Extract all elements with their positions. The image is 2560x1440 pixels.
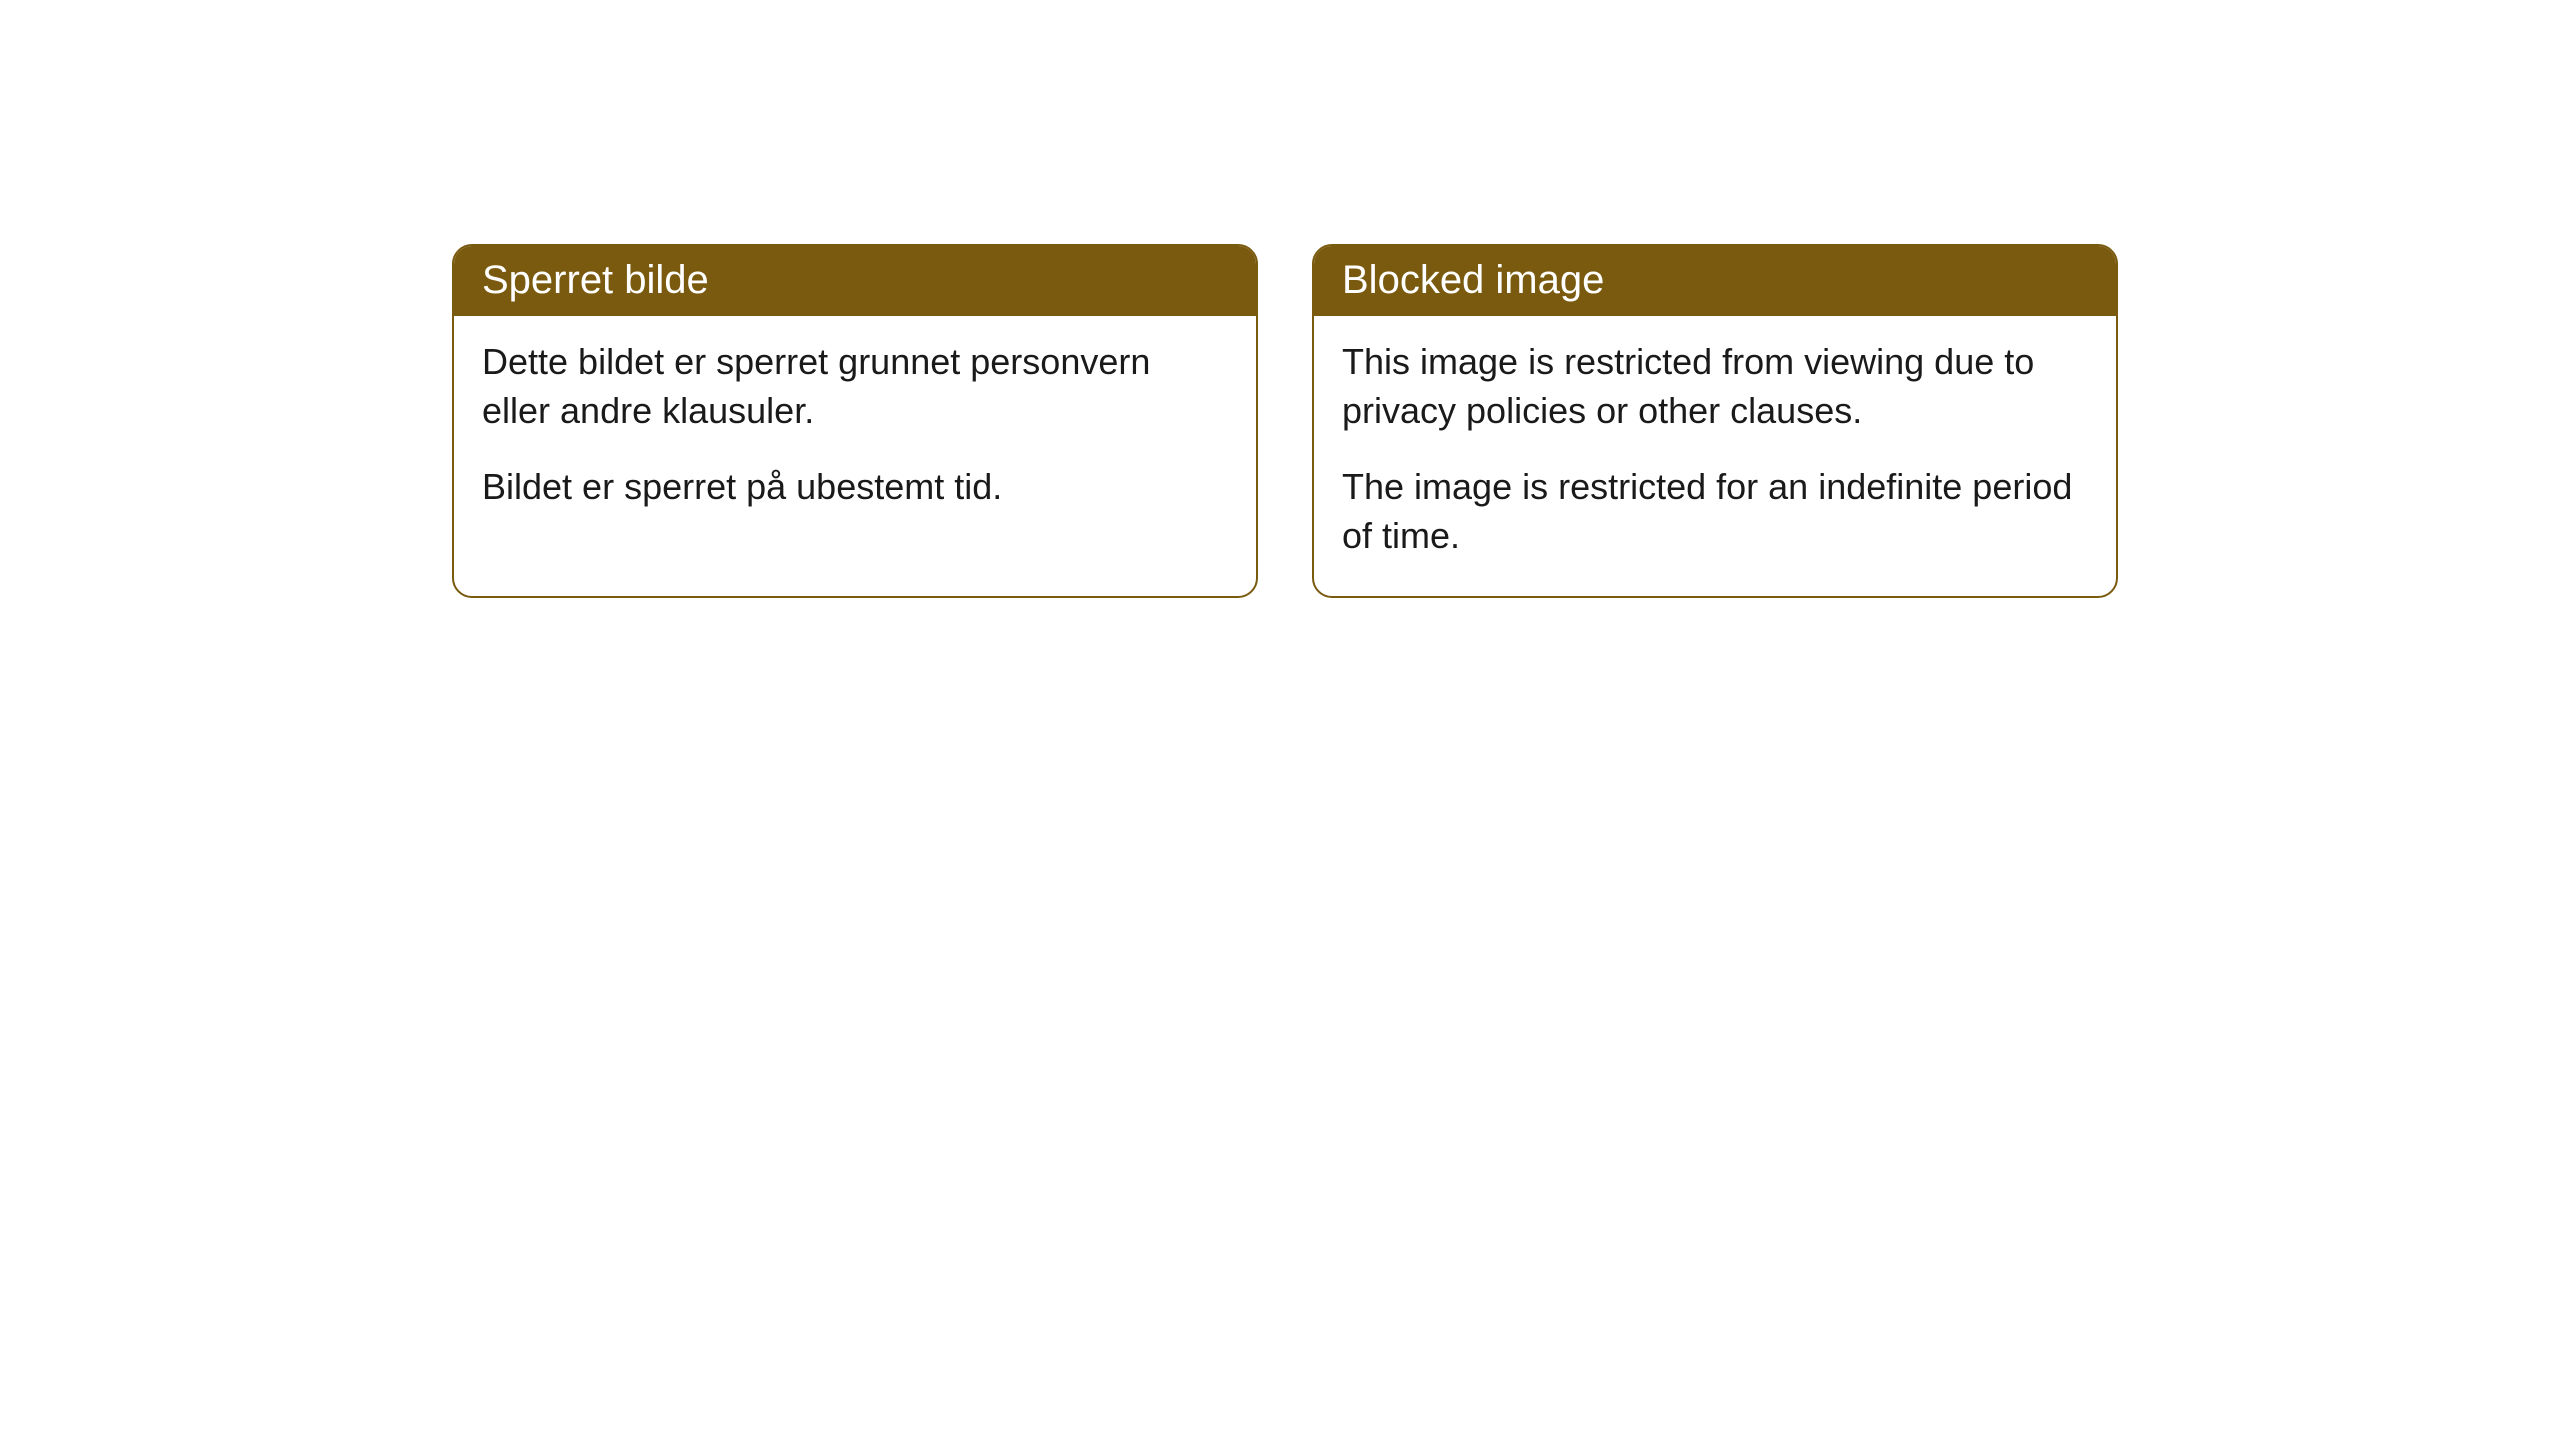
card-body: This image is restricted from viewing du… (1314, 316, 2116, 596)
card-body: Dette bildet er sperret grunnet personve… (454, 316, 1256, 548)
blocked-image-card-norwegian: Sperret bilde Dette bildet er sperret gr… (452, 244, 1258, 598)
card-paragraph: This image is restricted from viewing du… (1342, 338, 2088, 435)
card-paragraph: Bildet er sperret på ubestemt tid. (482, 463, 1228, 512)
card-paragraph: Dette bildet er sperret grunnet personve… (482, 338, 1228, 435)
card-header: Sperret bilde (454, 246, 1256, 316)
card-paragraph: The image is restricted for an indefinit… (1342, 463, 2088, 560)
card-header: Blocked image (1314, 246, 2116, 316)
notice-cards-container: Sperret bilde Dette bildet er sperret gr… (452, 244, 2118, 598)
blocked-image-card-english: Blocked image This image is restricted f… (1312, 244, 2118, 598)
